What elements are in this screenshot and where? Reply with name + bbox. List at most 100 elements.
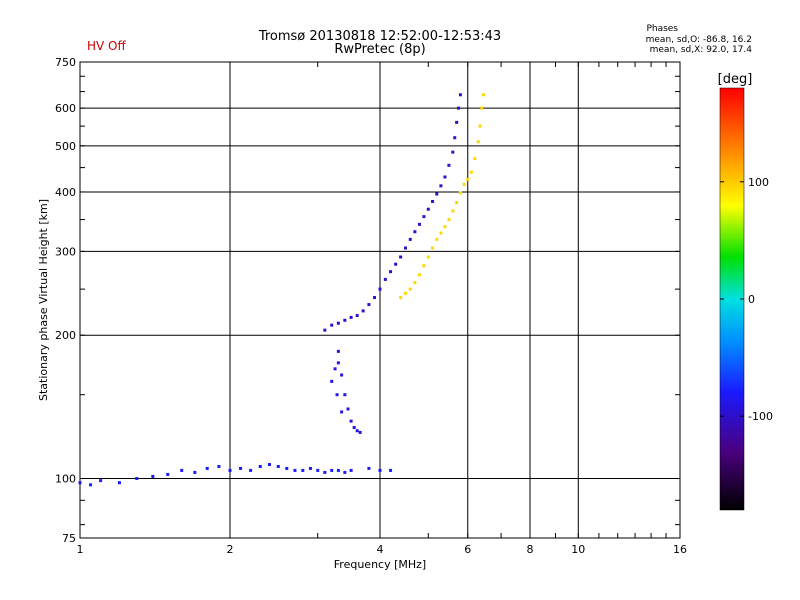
echo-point [99, 479, 103, 483]
echo-point [355, 429, 359, 433]
echo-point [403, 246, 407, 250]
echo-point [413, 281, 417, 285]
echo-point [135, 477, 139, 481]
x-tick-label: 8 [527, 543, 534, 556]
echo-point [458, 93, 462, 97]
echo-point [466, 177, 470, 181]
echo-point [408, 287, 412, 291]
phases-x-stats: mean, sd,X: 92.0, 17.4 [650, 45, 753, 55]
echo-point [193, 470, 197, 474]
echo-point [355, 314, 359, 318]
echo-point [308, 466, 312, 470]
echo-point [166, 472, 170, 476]
echo-point [431, 246, 435, 250]
x-tick-label: 6 [464, 543, 471, 556]
echo-point [394, 262, 398, 266]
y-tick-label: 500 [55, 140, 76, 153]
echo-point [78, 481, 82, 485]
echo-point [367, 303, 371, 307]
y-tick-label: 300 [55, 245, 76, 258]
echo-point [336, 349, 340, 353]
hv-status: HV Off [87, 39, 126, 53]
echo-point [117, 481, 121, 485]
x-tick-labels: 1 2 4 6 8 10 16 [77, 543, 688, 556]
echo-point [267, 463, 271, 467]
echo-point [330, 468, 334, 472]
colorbar-tick-label: 0 [748, 293, 755, 306]
echo-point [293, 468, 297, 472]
echo-point [89, 483, 93, 487]
echo-point [151, 474, 155, 478]
echo-point [399, 255, 403, 259]
echo-point [481, 93, 485, 97]
echo-point [349, 419, 353, 423]
echo-point [417, 222, 421, 226]
echo-point [476, 140, 480, 144]
colorbar-label: [deg] [718, 72, 753, 87]
echo-point [389, 468, 393, 472]
echo-point [439, 231, 443, 235]
echo-point [408, 237, 412, 241]
echo-point [435, 237, 439, 241]
echo-point [330, 379, 334, 383]
echo-point [389, 270, 393, 274]
echo-point [343, 318, 347, 322]
echo-point [330, 323, 334, 327]
echo-point [451, 209, 455, 213]
echo-point [180, 468, 184, 472]
y-axis-label: Stationary phase Virtual Height [km] [37, 199, 50, 401]
phases-title: Phases [646, 24, 678, 34]
echo-point [323, 470, 327, 474]
echo-point [453, 136, 457, 140]
x-tick-label: 1 [77, 543, 84, 556]
echo-point [422, 215, 426, 219]
y-tick-label: 200 [55, 329, 76, 342]
echo-point [455, 120, 459, 124]
chart-subtitle: RwPretec (8p) [334, 42, 425, 57]
x-tick-label: 10 [571, 543, 585, 556]
y-tick-labels: 75 100 200 300 400 500 600 750 [55, 56, 76, 545]
echo-point [336, 468, 340, 472]
echo-point [336, 321, 340, 325]
echo-point [228, 468, 232, 472]
echo-point [340, 410, 344, 414]
echo-point [458, 191, 462, 195]
y-tick-label: 400 [55, 186, 76, 199]
echo-point [447, 218, 451, 222]
echo-point [451, 150, 455, 154]
colorbar-ticks: 100 0 -100 [720, 176, 773, 423]
y-tick-label: 75 [62, 532, 76, 545]
echo-point [443, 175, 447, 179]
echo-point [462, 182, 466, 186]
echo-point [340, 373, 344, 377]
echo-point [435, 192, 439, 196]
echo-point [349, 315, 353, 319]
axis-ticks [79, 61, 681, 539]
echo-point [383, 277, 387, 281]
echo-point [426, 207, 430, 211]
y-tick-label: 100 [55, 473, 76, 486]
colorbar-tick-label: -100 [748, 410, 773, 423]
chart-title: Tromsø 20130818 12:52:00-12:53:43 [258, 29, 501, 44]
echo-point [349, 468, 353, 472]
echo-point [249, 468, 253, 472]
echo-point [422, 264, 426, 268]
echo-point [336, 361, 340, 365]
echo-point [457, 106, 461, 110]
echo-point [301, 468, 305, 472]
x-axis-label: Frequency [MHz] [334, 558, 426, 571]
echo-point [455, 201, 459, 205]
echo-point [373, 296, 377, 300]
echo-point [413, 230, 417, 234]
echo-point [480, 106, 484, 110]
y-tick-label: 750 [55, 56, 76, 69]
echo-point [478, 124, 482, 128]
echo-point [403, 291, 407, 295]
echo-point [361, 309, 365, 313]
echo-point [352, 425, 356, 429]
x-tick-label: 4 [377, 543, 384, 556]
echo-point [239, 466, 243, 470]
colorbar-tick-label: 100 [748, 176, 769, 189]
echo-point [335, 393, 339, 397]
